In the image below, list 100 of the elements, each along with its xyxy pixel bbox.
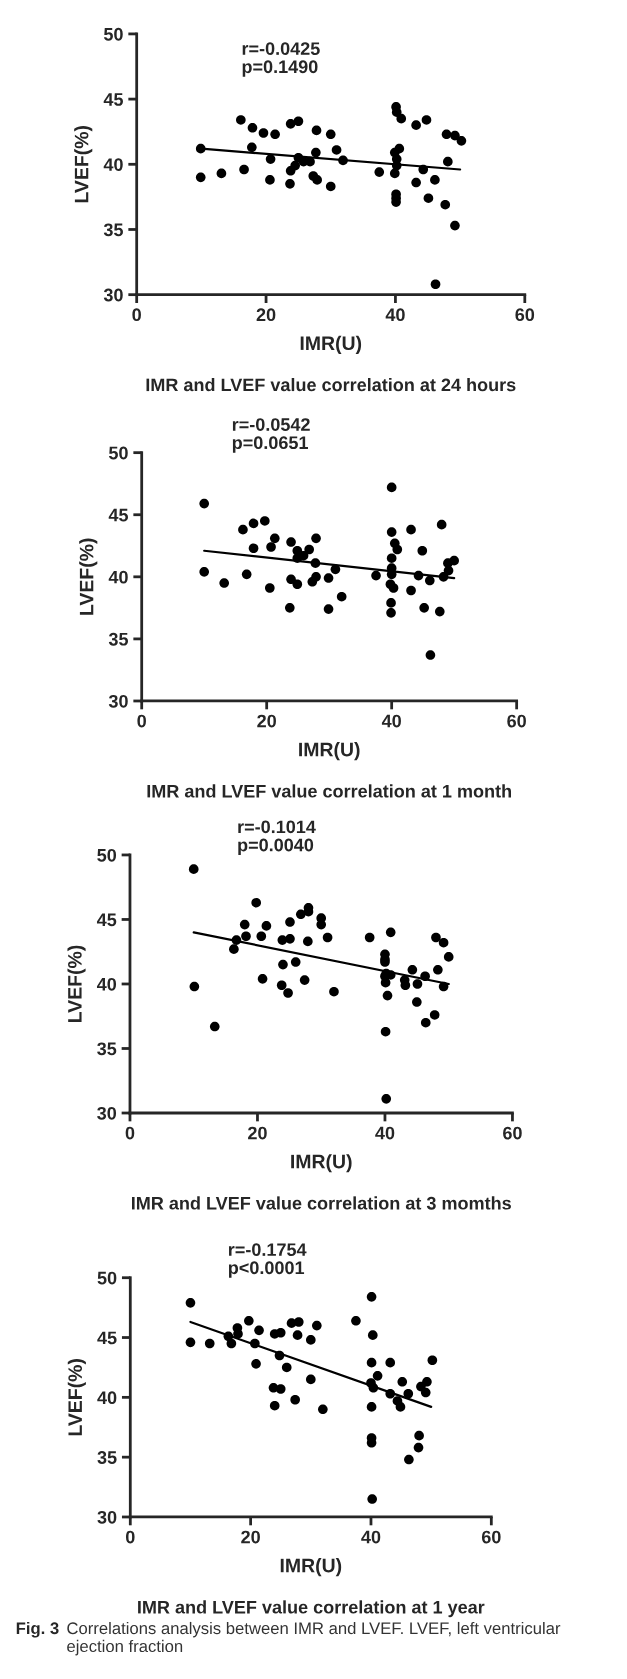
y-tick-label: 35	[103, 223, 123, 237]
point	[443, 156, 453, 167]
y-tick-label: 35	[97, 1451, 117, 1464]
point	[229, 944, 239, 954]
point	[381, 1094, 392, 1104]
point	[305, 156, 315, 167]
point	[366, 1357, 377, 1368]
x-tick-label: 40	[381, 714, 401, 728]
point	[418, 164, 429, 175]
point	[250, 1338, 260, 1349]
point	[261, 921, 272, 931]
y-tick-label: 30	[97, 1510, 117, 1524]
point	[248, 543, 259, 554]
point	[366, 1292, 377, 1302]
point	[406, 524, 416, 535]
point	[372, 1371, 383, 1381]
point	[239, 919, 250, 930]
point	[396, 113, 407, 124]
point	[450, 130, 460, 141]
text: IMR and LVEF value correlation at 24 hours	[146, 378, 516, 392]
point	[385, 1357, 396, 1368]
point	[303, 936, 313, 947]
y-axis-title: LVEF(%)	[67, 1359, 86, 1436]
point	[386, 553, 397, 564]
y-tick-label: 45	[108, 508, 129, 522]
x-tick-label: 60	[515, 308, 535, 322]
point	[330, 564, 341, 575]
point	[312, 175, 322, 185]
y-tick-label: 45	[97, 1331, 117, 1345]
point	[265, 175, 275, 185]
x-tick-label: 40	[385, 308, 405, 322]
point	[397, 1376, 408, 1387]
point	[438, 937, 449, 948]
text: r=-0.0542	[232, 418, 310, 431]
point	[430, 175, 440, 185]
point	[420, 1387, 431, 1398]
point	[285, 179, 295, 189]
point	[247, 142, 257, 153]
point	[285, 119, 296, 129]
point	[413, 570, 424, 581]
point	[292, 579, 303, 590]
text: r=-0.1014	[238, 820, 316, 834]
point	[403, 1388, 414, 1399]
point	[386, 482, 397, 493]
point	[204, 1338, 215, 1349]
point	[425, 650, 436, 660]
x-tick-label: 40	[375, 1126, 395, 1140]
annotation: p=0.0040	[238, 838, 314, 855]
point	[188, 864, 199, 874]
point	[386, 527, 397, 537]
point	[195, 172, 206, 183]
point	[424, 575, 435, 586]
point	[371, 570, 381, 581]
point	[275, 1384, 286, 1394]
point	[420, 971, 430, 982]
point	[407, 964, 418, 975]
point	[325, 129, 336, 140]
point	[430, 279, 441, 290]
point	[386, 598, 396, 608]
point	[258, 128, 269, 138]
point	[260, 516, 270, 526]
point	[431, 932, 441, 943]
point	[440, 199, 451, 210]
point	[293, 116, 304, 127]
y-tick-label: 35	[97, 1042, 117, 1056]
point	[311, 147, 321, 158]
y-tick-label: 50	[103, 27, 123, 41]
point	[436, 519, 447, 530]
x-tick-label: 20	[256, 308, 276, 322]
point	[290, 1394, 300, 1405]
point	[241, 931, 251, 942]
y-axis-title: LVEF(%)	[79, 538, 98, 615]
point	[323, 604, 334, 614]
point	[241, 569, 252, 580]
point	[385, 1388, 396, 1399]
point	[286, 537, 296, 547]
point	[413, 1442, 424, 1453]
point	[269, 1400, 280, 1411]
text: IMR and LVEF value correlation at 3 momths	[131, 1196, 511, 1210]
point	[312, 1320, 322, 1331]
y-tick-label: 45	[103, 93, 123, 106]
point	[305, 1374, 316, 1385]
point	[374, 167, 385, 177]
point	[276, 980, 287, 991]
x-axis-title: IMR(U)	[291, 1154, 352, 1173]
annotation: p=0.1490	[242, 60, 318, 77]
point	[265, 583, 275, 593]
point	[265, 154, 276, 164]
point	[422, 1376, 432, 1387]
point	[331, 145, 342, 155]
x-axis-title: IMR(U)	[299, 742, 360, 761]
point	[274, 1350, 285, 1361]
point	[411, 177, 421, 188]
y-tick-label: 50	[108, 446, 128, 460]
point	[254, 1325, 264, 1336]
point	[281, 1362, 292, 1373]
point	[441, 129, 452, 140]
point	[419, 603, 429, 613]
annotation: p<0.0001	[228, 1261, 305, 1278]
point	[310, 558, 321, 568]
